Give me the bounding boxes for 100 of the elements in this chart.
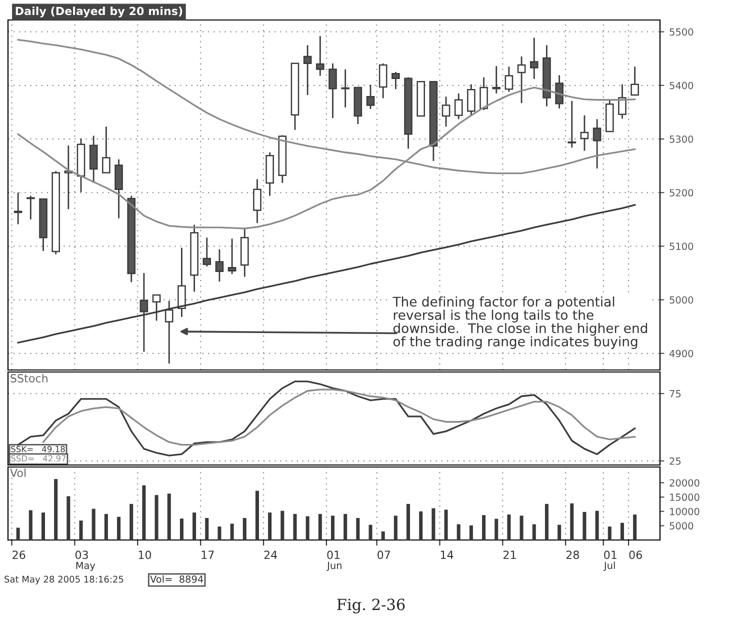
bar	[306, 516, 310, 540]
bar	[41, 512, 46, 540]
bar	[620, 522, 624, 540]
text: May	[76, 562, 96, 571]
candlestick	[303, 44, 312, 96]
candlestick	[316, 35, 324, 76]
bar	[293, 514, 297, 540]
bar	[268, 512, 272, 540]
candlestick	[592, 118, 602, 170]
bar	[507, 514, 511, 540]
bar	[130, 504, 134, 540]
x-tick-label: 14	[440, 550, 454, 559]
x-tick-label: 07	[378, 550, 390, 560]
bar	[180, 518, 184, 540]
bar	[544, 504, 548, 540]
x-tick-label: 24	[264, 550, 278, 559]
bar	[582, 512, 586, 540]
bar	[117, 516, 121, 540]
y-tick-label: 10000	[670, 508, 700, 516]
y-tick-label: 5400	[670, 82, 694, 90]
candlestick	[178, 247, 186, 318]
candlestick	[378, 62, 388, 99]
x-tick-label: 03	[75, 550, 88, 560]
candlestick	[14, 192, 22, 225]
bar	[66, 496, 70, 540]
y-tick-label: 25	[670, 457, 681, 465]
x-tick-label: 06	[629, 550, 642, 560]
x-tick-label: 10	[138, 550, 152, 560]
candlestick	[530, 36, 538, 80]
x-tick-label: 28	[566, 550, 579, 560]
y-tick-label: 5500	[670, 28, 694, 36]
bar	[318, 514, 322, 540]
bar	[218, 526, 222, 540]
candlestick	[442, 96, 450, 128]
chart-title: Vol	[10, 468, 26, 478]
bar	[368, 524, 372, 540]
bar	[456, 524, 460, 540]
bar	[558, 524, 562, 540]
bar	[92, 508, 96, 540]
bar	[494, 518, 498, 540]
bar	[28, 510, 32, 540]
y-tick-label: 4900	[670, 350, 694, 358]
bar	[532, 524, 536, 540]
bar	[54, 479, 58, 540]
text: Jun	[326, 562, 342, 571]
bar	[255, 490, 259, 540]
text: SSD= 42.97	[11, 455, 66, 462]
candlestick	[630, 66, 639, 96]
y-tick-label: 5000	[670, 522, 694, 530]
y-tick-label: 75	[670, 390, 681, 398]
bar	[381, 531, 385, 540]
bar	[406, 504, 410, 540]
bar	[154, 495, 158, 540]
y-tick-label: 5000	[670, 296, 694, 304]
bar	[419, 511, 423, 540]
x-tick-label: 26	[12, 550, 26, 560]
candlestick	[366, 84, 375, 110]
bar	[482, 515, 486, 540]
x-tick-label: 17	[202, 550, 214, 559]
candlestick	[568, 100, 576, 148]
candlestick	[580, 114, 589, 152]
bar	[205, 518, 209, 540]
candlestick	[454, 92, 463, 120]
candlestick	[517, 56, 526, 104]
bar	[344, 514, 348, 540]
candlestick	[89, 135, 98, 184]
y-tick-label: 20000	[670, 479, 700, 487]
candlestick	[467, 84, 476, 117]
bar	[280, 510, 284, 540]
chart-title: SStoch	[10, 374, 48, 382]
bar	[16, 528, 20, 540]
candlestick	[228, 238, 236, 275]
text: Vol= 8894	[150, 575, 204, 583]
x-tick-label: 01	[327, 550, 340, 560]
y-tick-label: 5100	[670, 242, 694, 250]
y-tick-label: 5200	[670, 189, 694, 196]
candlestick	[102, 126, 110, 174]
y-tick-label: 5300	[670, 135, 694, 143]
candlestick	[253, 178, 262, 224]
candlestick	[202, 236, 212, 268]
candlestick	[152, 294, 161, 322]
chart-title: Daily (Delayed by 20 mins)	[16, 6, 182, 18]
x-tick-label: 01	[604, 550, 616, 560]
candlestick	[26, 195, 35, 220]
candlestick	[480, 76, 488, 111]
candlestick	[555, 74, 564, 110]
text: Sat May 28 2005 18:16:25	[4, 576, 124, 584]
bar	[570, 503, 574, 540]
bar	[142, 485, 146, 540]
bar	[330, 516, 335, 540]
candlestick	[328, 62, 337, 119]
candlestick	[504, 66, 514, 93]
x-tick-label: 21	[503, 550, 516, 559]
bar	[633, 514, 637, 540]
bar	[394, 516, 398, 540]
candlestick	[492, 65, 501, 94]
candlestick	[215, 248, 224, 282]
bar	[432, 508, 436, 540]
bar	[242, 518, 246, 540]
bar	[104, 514, 108, 540]
